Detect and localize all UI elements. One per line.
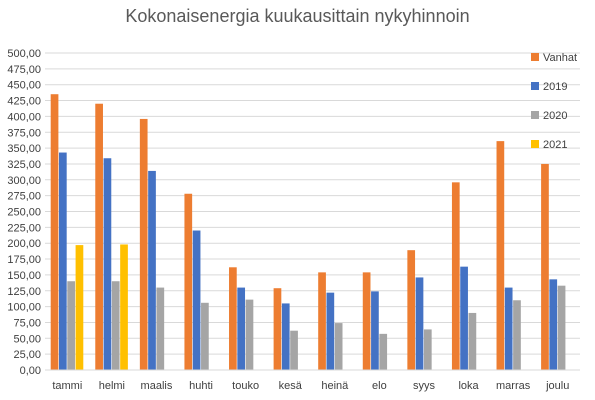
y-tick-label: 275,00 — [7, 191, 41, 203]
x-tick-label: elo — [372, 380, 387, 392]
bar-2020-joulu — [557, 285, 566, 370]
x-tick-label: touko — [232, 380, 259, 392]
bar-2020-maalis — [156, 287, 165, 370]
bars — [50, 94, 566, 371]
bar-2020-kesä — [290, 330, 298, 370]
y-axis: 0,00 25,00 50,00 75,00 100,00 125,00 150,00 175… — [7, 48, 41, 377]
x-tick-label: tammi — [52, 380, 82, 392]
bar-vanhat-elo — [362, 272, 371, 370]
y-tick-label: 0,00 — [20, 365, 41, 377]
bar-2019-maalis — [148, 170, 156, 370]
bar-2019-heinä — [326, 292, 335, 370]
bar-2021-tammi — [75, 245, 84, 370]
x-tick-label: huhti — [189, 380, 213, 392]
y-tick-label: 250,00 — [7, 207, 41, 219]
bar-2019-syys — [415, 277, 424, 370]
bar-2020-tammi — [67, 281, 75, 370]
bar-vanhat-touko — [229, 267, 237, 370]
y-tick-label: 300,00 — [7, 175, 41, 187]
bar-2020-loka — [468, 312, 477, 370]
x-tick-label: joulu — [545, 380, 569, 392]
x-tick-label: marras — [496, 380, 531, 392]
bar-vanhat-tammi — [50, 94, 59, 371]
y-tick-label: 25,00 — [13, 349, 41, 361]
bar-vanhat-huhti — [184, 193, 193, 370]
y-tick-label: 225,00 — [7, 222, 41, 234]
bar-vanhat-loka — [451, 182, 460, 370]
bar-2019-huhti — [192, 230, 201, 370]
bar-2020-elo — [379, 333, 388, 370]
x-tick-label: maalis — [141, 380, 173, 392]
y-tick-label: 475,00 — [7, 64, 41, 76]
y-tick-label: 50,00 — [13, 333, 41, 345]
y-tick-label: 175,00 — [7, 254, 41, 266]
bar-2020-touko — [245, 299, 254, 370]
bar-vanhat-maalis — [139, 118, 148, 370]
y-tick-label: 325,00 — [7, 159, 41, 171]
gridlines — [45, 52, 580, 371]
y-tick-label: 75,00 — [13, 317, 41, 329]
legend-label: 2019 — [543, 81, 567, 93]
bar-2019-helmi — [103, 158, 112, 370]
y-tick-label: 450,00 — [7, 80, 41, 92]
legend-label: 2020 — [543, 110, 567, 122]
x-axis: tammi helmi maalis huhti touko kesä heinä elo sy… — [45, 369, 580, 392]
bar-vanhat-helmi — [95, 103, 103, 370]
legend-swatch — [531, 82, 539, 90]
y-tick-label: 200,00 — [7, 238, 41, 250]
y-tick-label: 500,00 — [7, 48, 41, 60]
legend-swatch — [531, 140, 539, 148]
bar-vanhat-heinä — [318, 272, 326, 370]
x-tick-label: loka — [458, 380, 479, 392]
bar-2020-marras — [513, 300, 521, 370]
bar-2019-loka — [460, 266, 468, 370]
bar-2019-marras — [504, 287, 513, 370]
bar-vanhat-joulu — [541, 163, 549, 370]
bar-vanhat-kesä — [273, 288, 282, 370]
x-tick-label: helmi — [99, 380, 125, 392]
bar-2020-heinä — [334, 323, 343, 370]
bar-2019-touko — [237, 287, 246, 370]
x-tick-label: heinä — [321, 380, 349, 392]
legend-swatch — [531, 53, 539, 61]
chart-title: Kokonaisenergia kuukausittain nykyhinnoi… — [125, 6, 470, 26]
legend-label: 2021 — [543, 139, 567, 151]
bar-2019-elo — [371, 291, 379, 370]
bar-2019-joulu — [549, 279, 558, 370]
bar-2021-helmi — [120, 244, 128, 370]
y-tick-label: 150,00 — [7, 270, 41, 282]
bar-2020-helmi — [111, 281, 120, 370]
bar-2019-kesä — [281, 303, 290, 370]
bar-2020-huhti — [201, 302, 209, 370]
legend-swatch — [531, 111, 539, 119]
x-tick-label: syys — [413, 380, 436, 392]
y-tick-label: 125,00 — [7, 286, 41, 298]
legend-label: Vanhat — [543, 52, 577, 64]
bar-vanhat-syys — [407, 250, 416, 370]
legend: Vanhat 2019 2020 2021 — [531, 52, 577, 151]
y-tick-label: 100,00 — [7, 302, 41, 314]
y-tick-label: 400,00 — [7, 111, 41, 123]
y-tick-label: 350,00 — [7, 143, 41, 155]
y-tick-label: 425,00 — [7, 96, 41, 108]
y-tick-label: 375,00 — [7, 127, 41, 139]
bar-2019-tammi — [58, 152, 67, 370]
bar-2020-syys — [423, 329, 432, 370]
x-tick-label: kesä — [279, 380, 303, 392]
bar-vanhat-marras — [496, 141, 505, 370]
